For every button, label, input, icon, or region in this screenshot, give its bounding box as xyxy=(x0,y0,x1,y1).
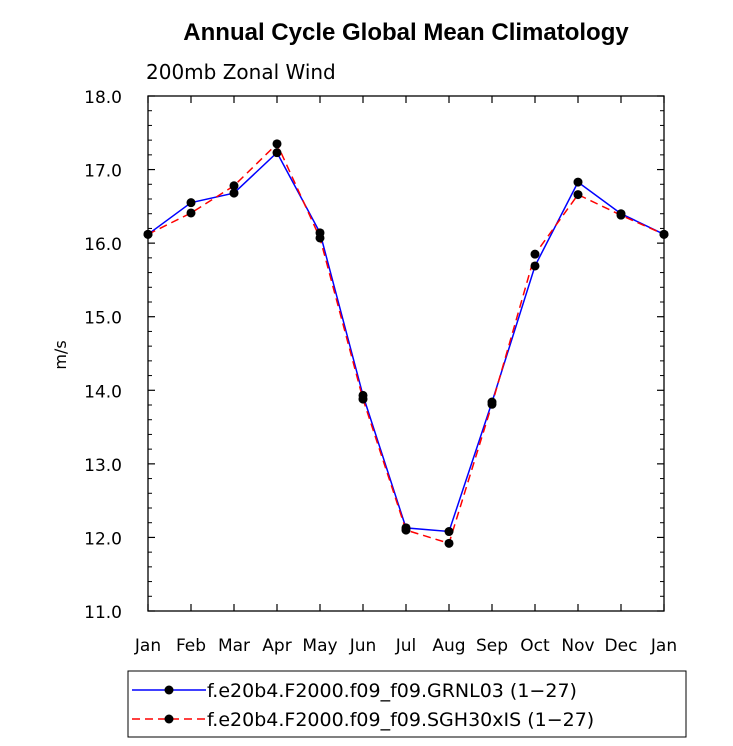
x-tick-label: Feb xyxy=(176,636,206,656)
x-tick-label: Jan xyxy=(134,636,161,656)
chart-title: Annual Cycle Global Mean Climatology xyxy=(183,19,629,46)
x-tick-label: Sep xyxy=(476,636,508,656)
x-tick-label: Jul xyxy=(395,636,417,656)
y-tick-label: 13.0 xyxy=(84,456,122,476)
data-point-series-1 xyxy=(186,198,196,208)
x-tick-label: Jun xyxy=(349,636,377,656)
x-tick-label: Dec xyxy=(605,636,638,656)
x-tick-label: Aug xyxy=(432,636,465,656)
data-point-series-1 xyxy=(530,261,540,271)
legend-box xyxy=(127,670,687,738)
x-tick-label: Nov xyxy=(561,636,594,656)
legend-marker-2 xyxy=(164,714,174,724)
data-point-series-2 xyxy=(358,394,368,404)
data-point-series-1 xyxy=(272,148,282,158)
series-line-2 xyxy=(147,142,665,545)
chart-subtitle: 200mb Zonal Wind xyxy=(146,60,336,84)
axis-ticks: Jan Feb Mar Apr May Jun Jul Aug Sep Oct Nov Dec Jan 1… xyxy=(84,88,677,656)
y-tick-label: 15.0 xyxy=(84,309,122,329)
data-point-series-1 xyxy=(573,177,583,187)
data-point-series-2 xyxy=(530,249,540,259)
data-point-series-2 xyxy=(444,538,454,548)
legend: f.e20b4.F2000.f09_f09.GRNL03 (1−27) f.e20… xyxy=(127,670,687,738)
data-point-series-1 xyxy=(444,527,454,537)
y-tick-label: 12.0 xyxy=(84,529,122,549)
x-tick-label: Oct xyxy=(520,636,550,656)
data-point-series-2 xyxy=(401,525,411,535)
data-point-series-2 xyxy=(573,190,583,200)
legend-label-2: f.e20b4.F2000.f09_f09.SGH30xIS (1−27) xyxy=(207,709,594,731)
data-point-series-2 xyxy=(272,139,282,149)
x-tick-label: May xyxy=(302,636,337,656)
y-tick-label: 11.0 xyxy=(84,603,122,623)
y-tick-label: 17.0 xyxy=(84,162,122,182)
data-point-series-1 xyxy=(229,188,239,198)
data-point-series-2 xyxy=(229,181,239,191)
legend-label-1: f.e20b4.F2000.f09_f09.GRNL03 (1−27) xyxy=(207,680,577,702)
data-point-series-2 xyxy=(659,229,669,239)
series-line-1 xyxy=(147,151,665,533)
series-layer xyxy=(143,139,669,548)
x-tick-label: Mar xyxy=(218,636,250,656)
data-point-series-2 xyxy=(487,399,497,409)
x-tick-label: Apr xyxy=(262,636,291,656)
legend-marker-1 xyxy=(164,685,174,695)
x-tick-label: Jan xyxy=(650,636,677,656)
data-point-series-2 xyxy=(143,229,153,239)
data-point-series-2 xyxy=(315,233,325,243)
data-point-series-2 xyxy=(186,208,196,218)
y-axis-label: m/s xyxy=(51,340,70,369)
y-tick-label: 14.0 xyxy=(84,382,122,402)
y-tick-label: 18.0 xyxy=(84,88,122,108)
data-point-series-2 xyxy=(616,210,626,220)
y-tick-label: 16.0 xyxy=(84,235,122,255)
